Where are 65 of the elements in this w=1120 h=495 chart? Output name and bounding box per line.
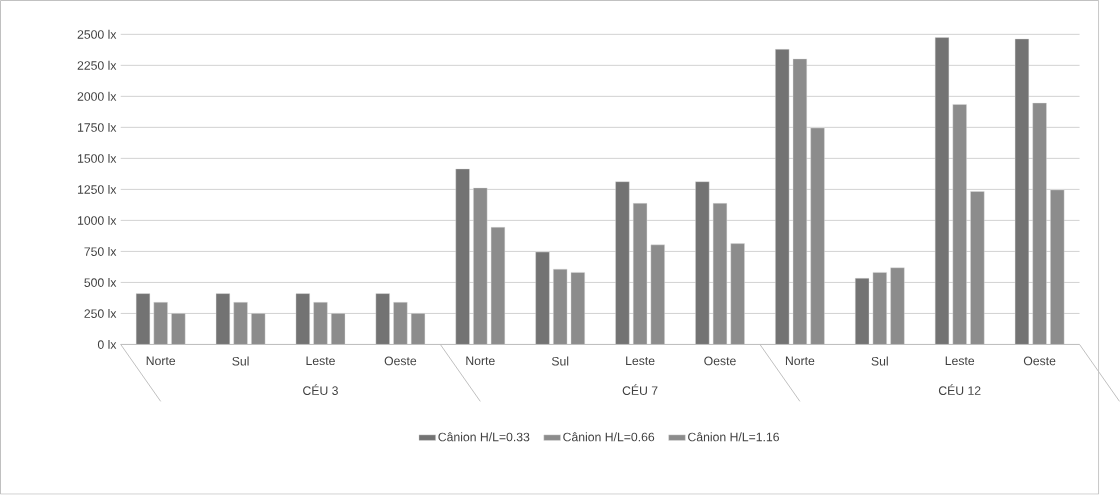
bar <box>535 252 550 345</box>
bar <box>855 278 870 345</box>
bar <box>233 302 248 345</box>
bar <box>1014 38 1030 345</box>
bar <box>775 49 790 345</box>
x-tick-label: Leste <box>306 356 335 366</box>
y-tick-label: 1000 lx <box>77 216 117 226</box>
x-tick-label: Norte <box>146 356 176 366</box>
text: CÉU 7 <box>622 384 658 396</box>
bar <box>215 293 230 345</box>
bar <box>1050 189 1065 345</box>
bar <box>375 293 390 345</box>
bar <box>393 302 408 345</box>
bar <box>934 37 950 345</box>
bar <box>410 313 426 345</box>
y-tick-label: 0 lx <box>97 340 117 350</box>
legend-label: Cânion H/L=0.66 <box>563 432 655 442</box>
y-tick-label: 2500 lx <box>77 30 117 40</box>
x-tick-label: Leste <box>945 356 975 366</box>
bar <box>570 272 585 345</box>
bar <box>730 243 745 345</box>
bar <box>890 267 905 345</box>
x-tick-label: Norte <box>785 356 815 366</box>
bar <box>970 191 985 345</box>
legend-label: Cânion H/L=1.16 <box>688 432 779 442</box>
y-tick-label: 750 lx <box>84 247 117 257</box>
bar <box>952 104 967 345</box>
bar <box>1032 103 1047 345</box>
bar <box>712 203 728 345</box>
y-tick-label: 1250 lx <box>77 185 117 195</box>
x-tick-label: Oeste <box>704 356 736 366</box>
y-tick-label: 1500 lx <box>77 154 117 164</box>
x-tick-label: Sul <box>551 356 569 366</box>
x-tick-label: Oeste <box>384 356 417 366</box>
x-tick-label: Leste <box>626 356 655 366</box>
bar <box>792 58 807 345</box>
y-tick-label: 500 lx <box>84 278 117 288</box>
x-tick-label: Sul <box>232 356 249 366</box>
bar <box>490 227 506 345</box>
legend-label: Cânion H/L=0.33 <box>438 432 530 442</box>
bar <box>295 293 310 345</box>
x-tick-label: Sul <box>871 356 888 366</box>
bar <box>553 269 568 345</box>
y-tick-label: 2000 lx <box>77 92 117 102</box>
bar <box>251 313 266 345</box>
bar <box>331 313 346 345</box>
bar <box>810 127 825 345</box>
bar <box>153 302 168 345</box>
text: CÉU 3 <box>303 384 338 396</box>
bar <box>473 187 488 345</box>
text: CÉU 12 <box>938 384 981 396</box>
bar <box>695 181 710 345</box>
bar <box>135 293 151 345</box>
y-tick-label: 2250 lx <box>77 61 117 71</box>
y-tick-label: 250 lx <box>84 309 117 319</box>
x-tick-label: Norte <box>466 356 495 366</box>
bar <box>171 313 186 345</box>
y-tick-label: 1750 lx <box>77 123 117 133</box>
bar <box>633 203 648 345</box>
bar <box>313 302 328 345</box>
bar <box>650 244 665 345</box>
x-tick-label: Oeste <box>1023 356 1056 366</box>
bar <box>872 272 887 345</box>
bar <box>455 168 470 345</box>
bar <box>615 181 630 345</box>
